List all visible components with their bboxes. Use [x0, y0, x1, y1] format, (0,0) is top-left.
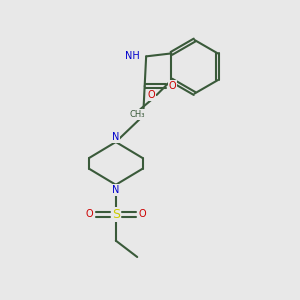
Text: O: O: [139, 209, 146, 220]
Text: CH₃: CH₃: [130, 110, 145, 119]
Text: O: O: [147, 90, 155, 100]
Text: S: S: [112, 208, 120, 221]
Text: O: O: [169, 81, 176, 91]
Text: N: N: [112, 132, 119, 142]
Text: N: N: [112, 185, 119, 195]
Text: NH: NH: [125, 51, 140, 62]
Text: O: O: [85, 209, 93, 220]
